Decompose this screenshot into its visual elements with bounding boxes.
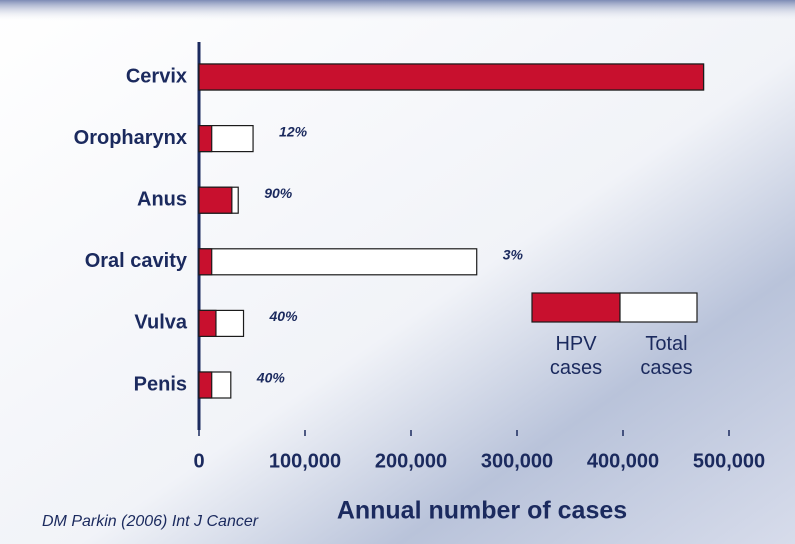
y-tick-label: Vulva xyxy=(134,312,187,334)
x-tick-label: 0 xyxy=(193,450,204,472)
bar xyxy=(198,248,213,276)
y-tick-label: Cervix xyxy=(126,65,187,87)
y-tick-label: Oropharynx xyxy=(74,127,187,149)
x-tick-label: 500,000 xyxy=(693,450,765,472)
bar xyxy=(198,124,213,153)
annotation: 90% xyxy=(264,185,293,201)
legend-label: HPV cases xyxy=(550,333,602,379)
x-tick-label: 300,000 xyxy=(481,450,553,472)
x-tick-label: 400,000 xyxy=(587,450,659,472)
bar xyxy=(198,371,213,399)
annotation: 40% xyxy=(256,370,286,386)
legend-swatch xyxy=(619,292,698,323)
annotation: 12% xyxy=(279,123,308,139)
top-band xyxy=(0,0,795,22)
bar xyxy=(198,63,705,91)
y-tick-label: Penis xyxy=(134,373,187,395)
bar xyxy=(198,309,217,337)
bar xyxy=(198,248,478,276)
bar xyxy=(198,186,233,214)
y-tick-label: Oral cavity xyxy=(85,250,188,272)
annotation: 3% xyxy=(503,247,524,263)
legend-swatch xyxy=(531,292,621,323)
x-axis-label: Annual number of cases xyxy=(337,497,627,525)
annotation: 40% xyxy=(269,308,299,324)
y-tick-label: Anus xyxy=(137,188,187,210)
source: DM Parkin (2006) Int J Cancer xyxy=(42,513,259,530)
x-tick-label: 200,000 xyxy=(375,450,447,472)
x-tick-label: 100,000 xyxy=(269,450,341,472)
legend-label: Total cases xyxy=(640,333,692,379)
